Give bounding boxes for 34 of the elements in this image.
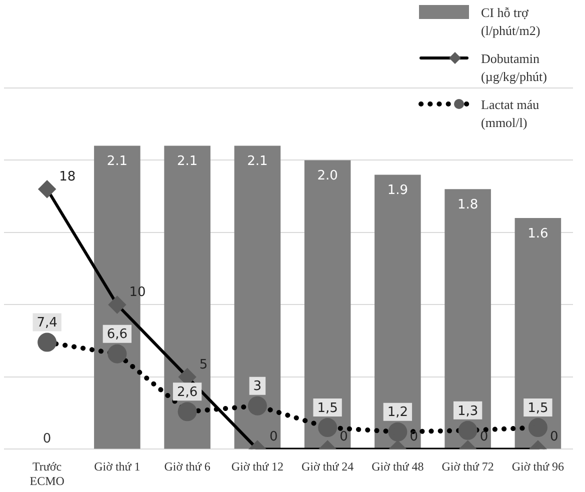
x-tick-label: Giờ thứ 72 [442, 460, 494, 474]
data-label: 18 [59, 170, 76, 185]
data-label: 2.0 [317, 168, 338, 184]
data-label: 1.9 [387, 183, 408, 198]
legend-label: Dobutamin (µg/kg/phút) [481, 50, 548, 86]
data-label: 1,2 [387, 405, 408, 420]
data-label: 1,3 [457, 404, 478, 419]
data-label: 3 [253, 379, 262, 394]
data-label: 0 [340, 430, 348, 445]
x-tick-label: Giờ thứ 96 [512, 460, 564, 474]
data-label: 1,5 [528, 400, 548, 416]
legend-label: Lactat máu (mmol/l) [481, 96, 540, 132]
data-label: 1.6 [528, 226, 548, 242]
x-tick-label: Giờ thứ 12 [231, 460, 284, 474]
data-label: 0 [42, 432, 52, 447]
data-label: 2,6 [176, 385, 198, 400]
data-label: 7,4 [36, 316, 58, 331]
data-label: 5 [199, 357, 208, 372]
data-label: 0 [410, 430, 418, 445]
x-tick-label: Giờ thứ 24 [301, 460, 354, 474]
data-label: 0 [269, 430, 278, 445]
data-label: 2.1 [247, 154, 268, 170]
data-label: 6,6 [106, 327, 128, 342]
x-tick-label: Giờ thứ 48 [372, 460, 424, 474]
data-label: 1.8 [457, 198, 478, 213]
legend-label: CI hỗ trợ (l/phút/m2) [481, 4, 542, 40]
x-tick-label: Giờ thứ 6 [164, 460, 210, 474]
data-label: 2.1 [176, 154, 198, 170]
data-label: 0 [550, 430, 558, 445]
data-label: 2.1 [106, 154, 128, 170]
x-tick-label: Giờ thứ 1 [94, 460, 140, 474]
data-label: 0 [480, 430, 488, 445]
data-label: 1,5 [317, 400, 338, 416]
x-tick-label: Trước ECMO [30, 460, 65, 488]
